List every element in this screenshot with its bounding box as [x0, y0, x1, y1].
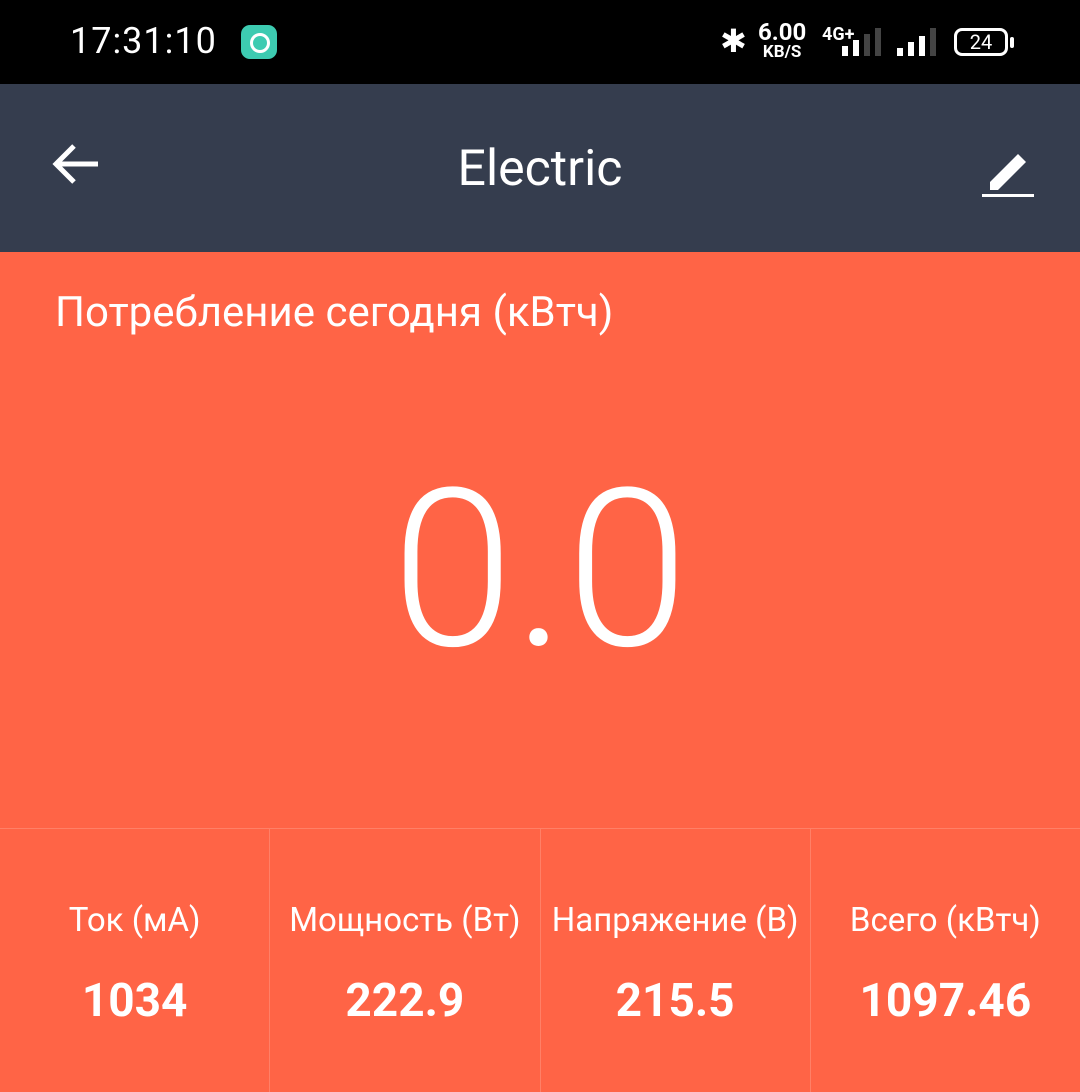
signal-icon-sim2 [897, 28, 936, 56]
status-bar: 17:31:10 ✱ 6.00 KB/S 4G+ 24 [0, 0, 1080, 84]
today-consumption-label: Потребление сегодня (кВтч) [55, 288, 614, 337]
arrow-left-icon [52, 144, 98, 184]
app-notification-icon [241, 25, 277, 59]
metric-label: Всего (кВтч) [849, 901, 1041, 940]
page-title: Electric [457, 140, 623, 198]
metric-label: Ток (мА) [68, 901, 201, 940]
status-time: 17:31:10 [70, 20, 217, 62]
back-button[interactable] [46, 136, 106, 196]
signal-icon-sim1 [842, 28, 881, 56]
today-consumption-value: 0.0 [391, 441, 689, 699]
metric-label: Напряжение (В) [551, 901, 799, 940]
metric-value: 222.9 [345, 974, 465, 1028]
pencil-icon [982, 154, 1034, 197]
metric-current: Ток (мА) 1034 [0, 829, 271, 1092]
network-speed: 6.00 KB/S [758, 20, 806, 61]
network-type: 4G+ [822, 24, 855, 45]
metric-label: Мощность (Вт) [289, 901, 521, 940]
edit-button[interactable] [980, 142, 1036, 202]
metric-total: Всего (кВтч) 1097.46 [811, 829, 1080, 1092]
metrics-grid: Ток (мА) 1034 Мощность (Вт) 222.9 Напряжен… [0, 828, 1080, 1092]
speed-unit: KB/S [762, 42, 802, 62]
metric-value: 1034 [81, 974, 188, 1028]
speed-value: 6.00 [758, 18, 807, 46]
battery-icon: 24 [954, 28, 1014, 56]
metric-value: 1097.46 [859, 974, 1032, 1028]
bluetooth-icon: ✱ [720, 22, 747, 60]
metric-power: Мощность (Вт) 222.9 [270, 829, 541, 1092]
metric-voltage: Напряжение (В) 215.5 [541, 829, 811, 1092]
metric-value: 215.5 [615, 974, 735, 1028]
app-header: Electric [0, 84, 1080, 252]
